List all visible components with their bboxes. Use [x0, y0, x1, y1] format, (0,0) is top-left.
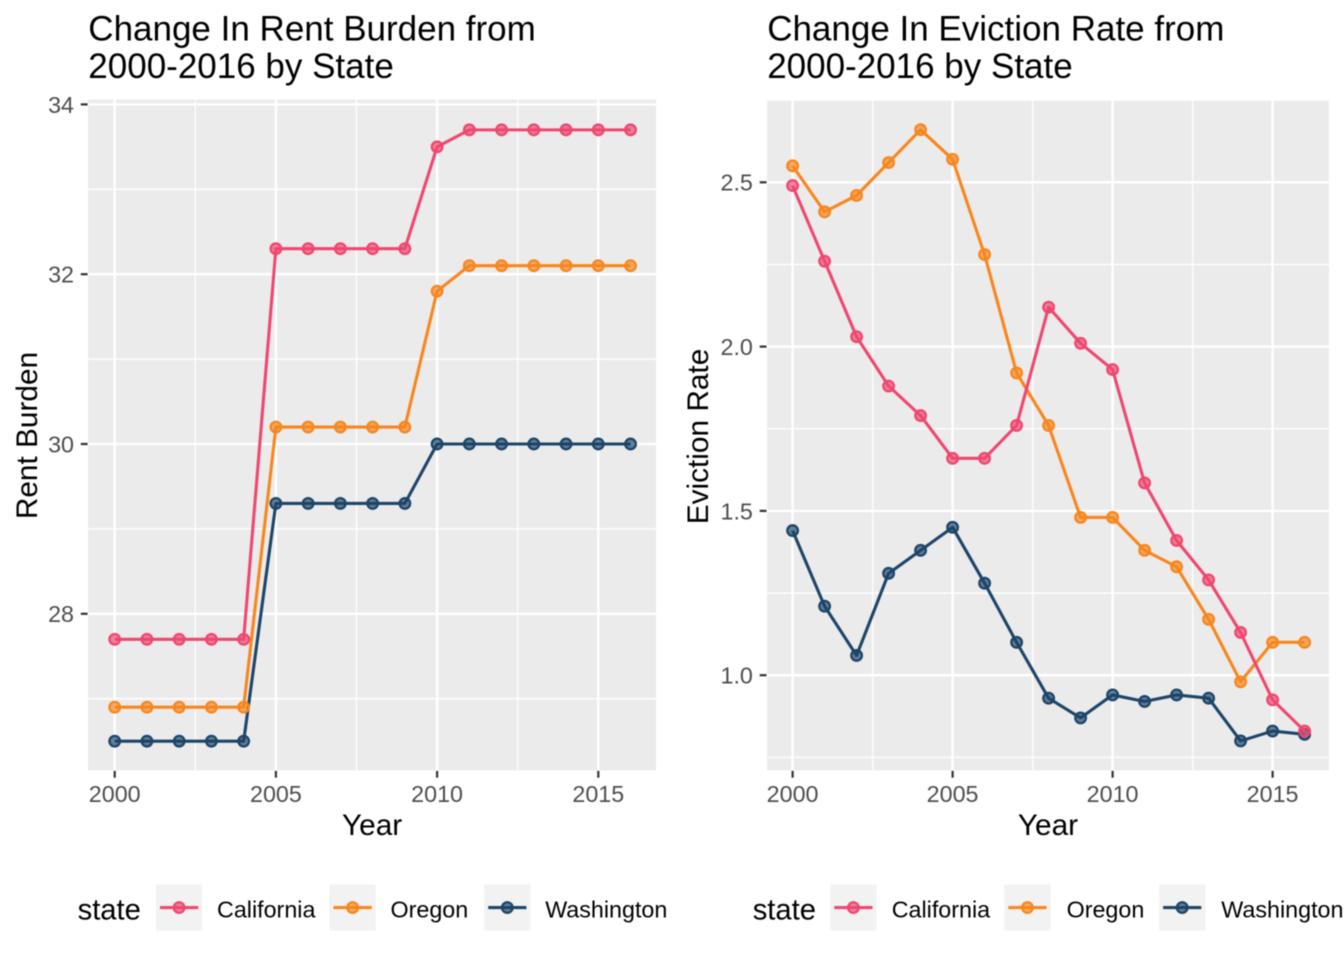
- svg-text:2010: 2010: [1087, 781, 1139, 807]
- svg-text:2010: 2010: [411, 781, 463, 807]
- svg-text:2015: 2015: [572, 781, 624, 807]
- svg-text:California: California: [892, 897, 990, 923]
- svg-text:34: 34: [48, 92, 74, 118]
- svg-text:30: 30: [48, 431, 74, 457]
- svg-text:state: state: [753, 894, 816, 926]
- svg-text:2000: 2000: [89, 781, 141, 807]
- svg-text:Rent Burden: Rent Burden: [11, 352, 44, 519]
- svg-text:Eviction Rate: Eviction Rate: [682, 349, 715, 525]
- svg-text:2005: 2005: [927, 781, 979, 807]
- svg-text:Oregon: Oregon: [1067, 897, 1145, 923]
- svg-text:Year: Year: [1018, 809, 1078, 842]
- svg-text:state: state: [78, 894, 141, 926]
- svg-text:2015: 2015: [1247, 781, 1299, 807]
- svg-text:28: 28: [48, 601, 74, 627]
- svg-text:1.0: 1.0: [721, 663, 753, 689]
- svg-text:2000-2016 by State: 2000-2016 by State: [88, 47, 394, 86]
- svg-text:Year: Year: [342, 809, 402, 842]
- svg-text:2.5: 2.5: [721, 170, 753, 196]
- svg-text:Change In Rent Burden from: Change In Rent Burden from: [88, 9, 535, 48]
- svg-text:Change In Eviction Rate from: Change In Eviction Rate from: [767, 9, 1224, 48]
- svg-text:2000-2016 by State: 2000-2016 by State: [767, 47, 1073, 86]
- svg-text:32: 32: [48, 262, 74, 288]
- svg-text:California: California: [217, 897, 315, 923]
- svg-text:2.0: 2.0: [721, 334, 753, 360]
- svg-text:Washington: Washington: [545, 897, 667, 923]
- svg-text:Oregon: Oregon: [391, 897, 469, 923]
- svg-text:2005: 2005: [250, 781, 302, 807]
- svg-text:1.5: 1.5: [721, 498, 753, 524]
- svg-text:2000: 2000: [767, 781, 819, 807]
- svg-text:Washington: Washington: [1221, 897, 1343, 923]
